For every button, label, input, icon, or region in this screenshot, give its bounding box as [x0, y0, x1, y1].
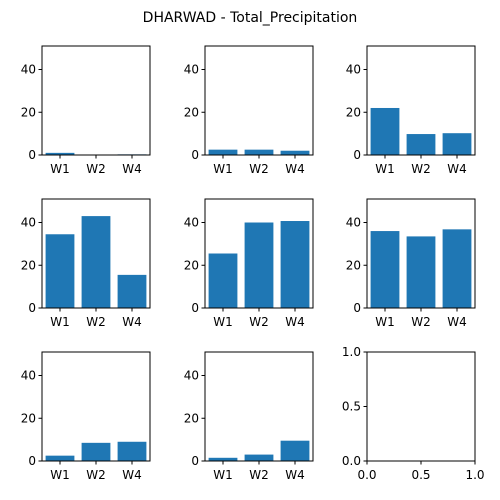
bar-w1 — [208, 457, 238, 461]
subplot-6: W1 W2 W4 0 20 40 — [346, 198, 476, 329]
y-tick-label: 40 — [21, 63, 36, 77]
y-tick-label: 20 — [21, 105, 36, 119]
bar-w1 — [45, 234, 75, 308]
axes-frame — [204, 351, 314, 462]
x-tick-label: W2 — [411, 315, 431, 329]
x-tick-label: W4 — [285, 315, 305, 329]
subplot-3: W1 W2 W4 0 20 40 — [346, 45, 476, 176]
bar-w4 — [280, 150, 310, 155]
subplot-2: W1 W2 W4 0 20 40 — [184, 45, 314, 176]
y-tick-label: 20 — [346, 105, 361, 119]
x-tick-label: W2 — [86, 315, 106, 329]
y-tick-label: 0.5 — [342, 400, 361, 414]
y-tick-label: 40 — [21, 216, 36, 230]
y-tick-label: 0 — [191, 454, 199, 468]
y-tick-label: 0.0 — [342, 454, 361, 468]
x-tick-label: W1 — [50, 315, 70, 329]
y-tick-label: 40 — [21, 369, 36, 383]
x-tick-label: W4 — [285, 468, 305, 482]
y-tick-label: 40 — [184, 216, 199, 230]
x-tick-label: W4 — [122, 468, 142, 482]
y-tick-label: 0 — [353, 148, 361, 162]
y-tick-label: 0 — [353, 301, 361, 315]
bar-w1 — [208, 253, 238, 308]
bar-w1 — [370, 107, 400, 155]
bar-w2 — [244, 222, 274, 308]
x-tick-label: W1 — [213, 468, 233, 482]
bar-w1 — [208, 149, 238, 155]
bar-w2 — [244, 454, 274, 461]
bar-w2 — [81, 216, 111, 308]
y-tick-label: 40 — [184, 63, 199, 77]
y-tick-label: 20 — [184, 258, 199, 272]
x-tick-label: 0.5 — [411, 468, 430, 482]
x-tick-label: W4 — [285, 162, 305, 176]
x-tick-label: W2 — [249, 468, 269, 482]
y-tick-label: 0 — [28, 148, 36, 162]
bar-w2 — [406, 134, 436, 155]
bar-w4 — [442, 229, 472, 308]
bar-w1 — [370, 231, 400, 308]
y-tick-label: 0 — [28, 301, 36, 315]
x-tick-label: W4 — [122, 315, 142, 329]
x-tick-label: W1 — [213, 162, 233, 176]
bar-w4 — [442, 133, 472, 155]
x-tick-label: W4 — [447, 315, 467, 329]
axes-frame — [366, 45, 476, 156]
subplot-4: W1 W2 W4 0 20 40 — [21, 198, 151, 329]
y-tick-label: 20 — [346, 258, 361, 272]
subplot-9: 0.0 0.5 1.0 0.0 0.5 1.0 — [342, 345, 485, 482]
y-tick-label: 20 — [21, 411, 36, 425]
bar-w1 — [45, 455, 75, 461]
bar-w2 — [81, 442, 111, 461]
axes-frame — [41, 198, 151, 309]
y-tick-label: 0 — [191, 301, 199, 315]
bar-w4 — [280, 221, 310, 308]
y-tick-label: 20 — [21, 258, 36, 272]
subplot-1: W1 W2 W4 0 20 40 — [21, 45, 151, 176]
x-tick-label: W1 — [213, 315, 233, 329]
x-tick-label: W2 — [86, 468, 106, 482]
x-tick-label: W2 — [249, 315, 269, 329]
y-tick-label: 0 — [191, 148, 199, 162]
bar-w4 — [117, 274, 147, 308]
subplot-grid: W1 W2 W4 0 20 40 W1 W2 W4 0 20 40 W1 W2 W4 0 20 40 W1 W2 W4 0… — [21, 45, 485, 482]
bar-w2 — [406, 236, 436, 308]
y-tick-label: 20 — [184, 105, 199, 119]
bar-w2 — [244, 149, 274, 155]
subplot-8: W1 W2 W4 0 20 40 — [184, 351, 314, 482]
subplot-5: W1 W2 W4 0 20 40 — [184, 198, 314, 329]
bar-w1 — [45, 152, 75, 155]
y-tick-label: 40 — [346, 63, 361, 77]
bar-w4 — [280, 440, 310, 461]
x-tick-label: 0.0 — [357, 468, 376, 482]
axes-frame — [41, 351, 151, 462]
x-tick-label: W2 — [249, 162, 269, 176]
bar-w4 — [117, 441, 147, 461]
y-tick-label: 40 — [184, 369, 199, 383]
figure-title: DHARWAD - Total_Precipitation — [143, 10, 358, 26]
y-tick-label: 0 — [28, 454, 36, 468]
x-tick-label: W4 — [447, 162, 467, 176]
x-tick-label: W1 — [375, 162, 395, 176]
x-tick-label: W1 — [50, 162, 70, 176]
x-tick-label: 1.0 — [465, 468, 484, 482]
y-tick-label: 20 — [184, 411, 199, 425]
axes-frame — [366, 351, 476, 462]
x-tick-label: W1 — [50, 468, 70, 482]
axes-frame — [204, 45, 314, 156]
y-tick-label: 1.0 — [342, 345, 361, 359]
y-tick-label: 40 — [346, 216, 361, 230]
axes-frame — [204, 198, 314, 309]
x-tick-label: W4 — [122, 162, 142, 176]
axes-frame — [41, 45, 151, 156]
axes-frame — [366, 198, 476, 309]
subplot-7: W1 W2 W4 0 20 40 — [21, 351, 151, 482]
x-tick-label: W2 — [86, 162, 106, 176]
x-tick-label: W2 — [411, 162, 431, 176]
x-tick-label: W1 — [375, 315, 395, 329]
